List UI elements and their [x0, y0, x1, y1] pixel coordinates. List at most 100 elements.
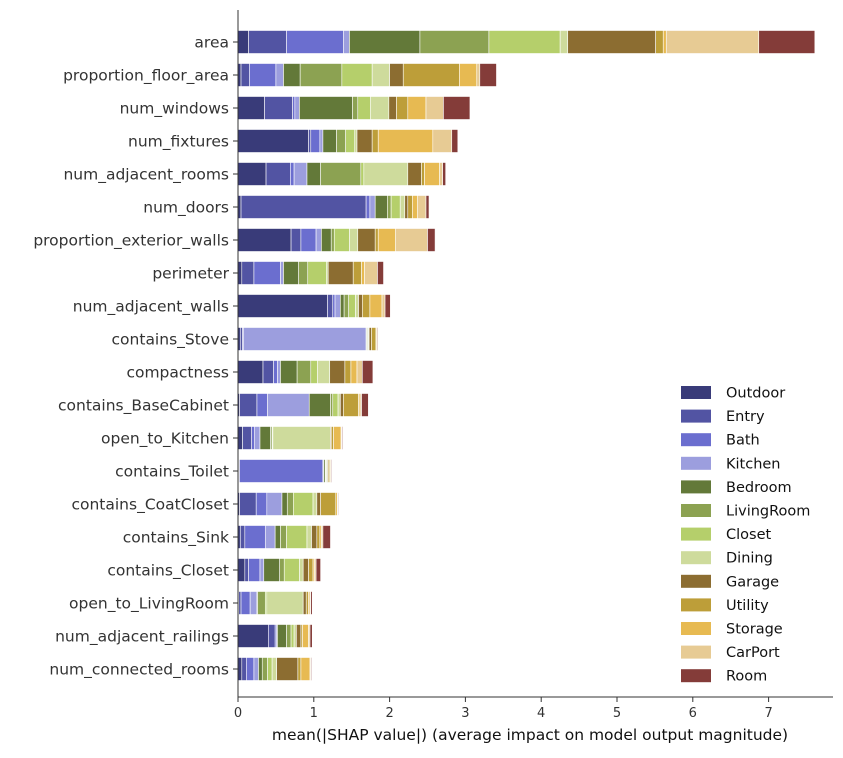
bar-contains-coatcloset-dining [312, 492, 318, 516]
bar-num-connected-rooms-dining [271, 657, 277, 681]
bar-perimeter-bath [253, 261, 281, 285]
bar-area-closet [488, 30, 561, 54]
bar-area-kitchen [343, 30, 350, 54]
bar-perimeter-livingroom [298, 261, 309, 285]
bar-perimeter-carport [364, 261, 378, 285]
bar-num-doors-bedroom [374, 195, 388, 219]
bar-perimeter-garage [327, 261, 354, 285]
legend-label-entry: Entry [726, 409, 765, 425]
bar-contains-sink-dining [306, 525, 312, 549]
bar-num-adjacent-rooms-bedroom [306, 162, 321, 186]
bar-contains-stove-entry [239, 327, 243, 351]
bar-perimeter-room [377, 261, 384, 285]
bar-num-doors-dining [399, 195, 406, 219]
bar-proportion-floor-area-entry [240, 63, 250, 87]
bar-num-adjacent-walls-kitchen [334, 294, 341, 318]
bar-num-windows-room [443, 96, 471, 120]
bar-num-connected-rooms-outdoor [237, 657, 243, 681]
bar-contains-stove-garage [368, 327, 372, 351]
bar-contains-closet-bath [248, 558, 261, 582]
bar-num-windows-dining [370, 96, 390, 120]
bar-num-adjacent-rooms-kitchen [293, 162, 308, 186]
bar-num-fixtures-outdoor [237, 129, 309, 153]
bar-open-to-livingroom-garage [302, 591, 307, 615]
bar-num-adjacent-walls-dining [355, 294, 359, 318]
bar-open-to-livingroom-room [310, 591, 313, 615]
bar-num-windows-kitchen [294, 96, 300, 120]
bar-num-doors-livingroom [387, 195, 392, 219]
bar-num-fixtures-livingroom [336, 129, 346, 153]
legend-label-closet: Closet [726, 527, 771, 543]
feature-label-num-adjacent-railings: num_adjacent_railings [55, 628, 229, 647]
bar-area-entry [248, 30, 287, 54]
bar-contains-closet-room [315, 558, 321, 582]
bar-contains-sink-bath [244, 525, 266, 549]
legend-label-storage: Storage [726, 622, 783, 638]
bar-proportion-exterior-walls-livingroom [330, 228, 335, 252]
bar-contains-toilet-bath [239, 459, 324, 483]
bar-perimeter-storage [361, 261, 365, 285]
legend-swatch-outdoor [681, 386, 711, 399]
bar-proportion-exterior-walls-outdoor [237, 228, 292, 252]
bar-proportion-floor-area-utility [402, 63, 460, 87]
bar-num-connected-rooms-room [310, 657, 312, 681]
bar-contains-coatcloset-closet [293, 492, 314, 516]
bar-contains-coatcloset-bedroom [281, 492, 288, 516]
bar-open-to-kitchen-entry [242, 426, 252, 450]
bar-num-fixtures-closet [345, 129, 356, 153]
bar-num-adjacent-railings-entry [268, 624, 276, 648]
bar-num-fixtures-bedroom [322, 129, 337, 153]
bar-contains-coatcloset-livingroom [286, 492, 294, 516]
bar-num-adjacent-rooms-livingroom [320, 162, 362, 186]
bar-compactness-garage [329, 360, 346, 384]
bars-layer [237, 30, 816, 681]
feature-label-num-adjacent-rooms: num_adjacent_rooms [63, 166, 229, 185]
bar-open-to-livingroom-dining [266, 591, 304, 615]
bar-num-adjacent-railings-outdoor [237, 624, 269, 648]
x-tick-label-2: 2 [385, 706, 393, 721]
bar-num-adjacent-rooms-closet [360, 162, 365, 186]
bar-area-utility [655, 30, 664, 54]
bar-contains-closet-bedroom [263, 558, 280, 582]
feature-label-proportion-exterior-walls: proportion_exterior_walls [33, 232, 229, 251]
bar-compactness-kitchen [277, 360, 281, 384]
bar-perimeter-entry [241, 261, 255, 285]
bar-contains-coatcloset-garage [316, 492, 321, 516]
x-tick-label-7: 7 [764, 706, 772, 721]
bar-proportion-floor-area-dining [371, 63, 390, 87]
bar-proportion-floor-area-room [479, 63, 497, 87]
bar-contains-coatcloset-kitchen [266, 492, 283, 516]
bar-contains-stove-room [377, 327, 379, 351]
legend-label-bedroom: Bedroom [726, 480, 792, 496]
bar-compactness-bedroom [280, 360, 298, 384]
bar-num-adjacent-rooms-storage [424, 162, 440, 186]
legend-label-outdoor: Outdoor [726, 386, 785, 402]
bar-compactness-entry [262, 360, 274, 384]
bar-proportion-exterior-walls-bath [300, 228, 317, 252]
bar-open-to-kitchen-bedroom [259, 426, 271, 450]
bar-proportion-floor-area-livingroom [299, 63, 343, 87]
bar-contains-closet-closet [283, 558, 300, 582]
bar-num-doors-utility [407, 195, 413, 219]
bar-num-adjacent-rooms-carport [439, 162, 443, 186]
bar-num-fixtures-dining [354, 129, 358, 153]
bar-contains-sink-closet [286, 525, 308, 549]
bar-num-windows-garage [388, 96, 397, 120]
bar-num-doors-entry [240, 195, 367, 219]
bar-contains-basecabinet-garage [340, 393, 344, 417]
bar-open-to-livingroom-entry [238, 591, 242, 615]
bar-num-adjacent-walls-garage [358, 294, 363, 318]
bar-contains-closet-garage [302, 558, 309, 582]
bar-open-to-livingroom-bath [240, 591, 251, 615]
bar-contains-sink-kitchen [264, 525, 276, 549]
bar-contains-closet-entry [244, 558, 249, 582]
bar-area-carport [665, 30, 760, 54]
bar-num-windows-outdoor [237, 96, 265, 120]
bar-contains-basecabinet-kitchen [267, 393, 310, 417]
feature-label-open-to-kitchen: open_to_Kitchen [101, 430, 229, 449]
bar-num-adjacent-walls-storage [369, 294, 383, 318]
bar-contains-stove-utility [371, 327, 377, 351]
feature-label-contains-toilet: contains_Toilet [115, 463, 229, 482]
bar-proportion-exterior-walls-dining [349, 228, 359, 252]
bar-contains-toilet-room [330, 459, 333, 483]
